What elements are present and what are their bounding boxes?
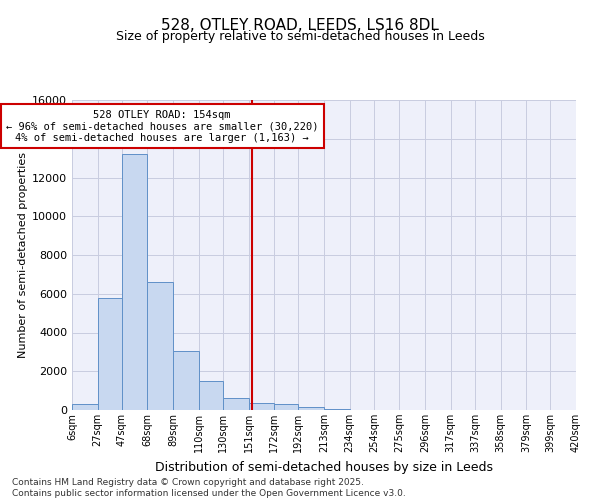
Bar <box>173 351 199 410</box>
Text: 528, OTLEY ROAD, LEEDS, LS16 8DL: 528, OTLEY ROAD, LEEDS, LS16 8DL <box>161 18 439 32</box>
Bar <box>72 404 98 410</box>
Bar <box>223 398 248 410</box>
Bar <box>248 403 274 410</box>
Bar <box>122 154 148 410</box>
X-axis label: Distribution of semi-detached houses by size in Leeds: Distribution of semi-detached houses by … <box>155 460 493 473</box>
Bar <box>199 381 223 410</box>
Bar <box>274 404 298 410</box>
Bar <box>298 408 324 410</box>
Bar <box>148 282 173 410</box>
Text: Contains HM Land Registry data © Crown copyright and database right 2025.
Contai: Contains HM Land Registry data © Crown c… <box>12 478 406 498</box>
Bar <box>98 298 122 410</box>
Text: 528 OTLEY ROAD: 154sqm
← 96% of semi-detached houses are smaller (30,220)
4% of : 528 OTLEY ROAD: 154sqm ← 96% of semi-det… <box>6 110 319 143</box>
Y-axis label: Number of semi-detached properties: Number of semi-detached properties <box>18 152 28 358</box>
Text: Size of property relative to semi-detached houses in Leeds: Size of property relative to semi-detach… <box>116 30 484 43</box>
Bar <box>324 409 350 410</box>
